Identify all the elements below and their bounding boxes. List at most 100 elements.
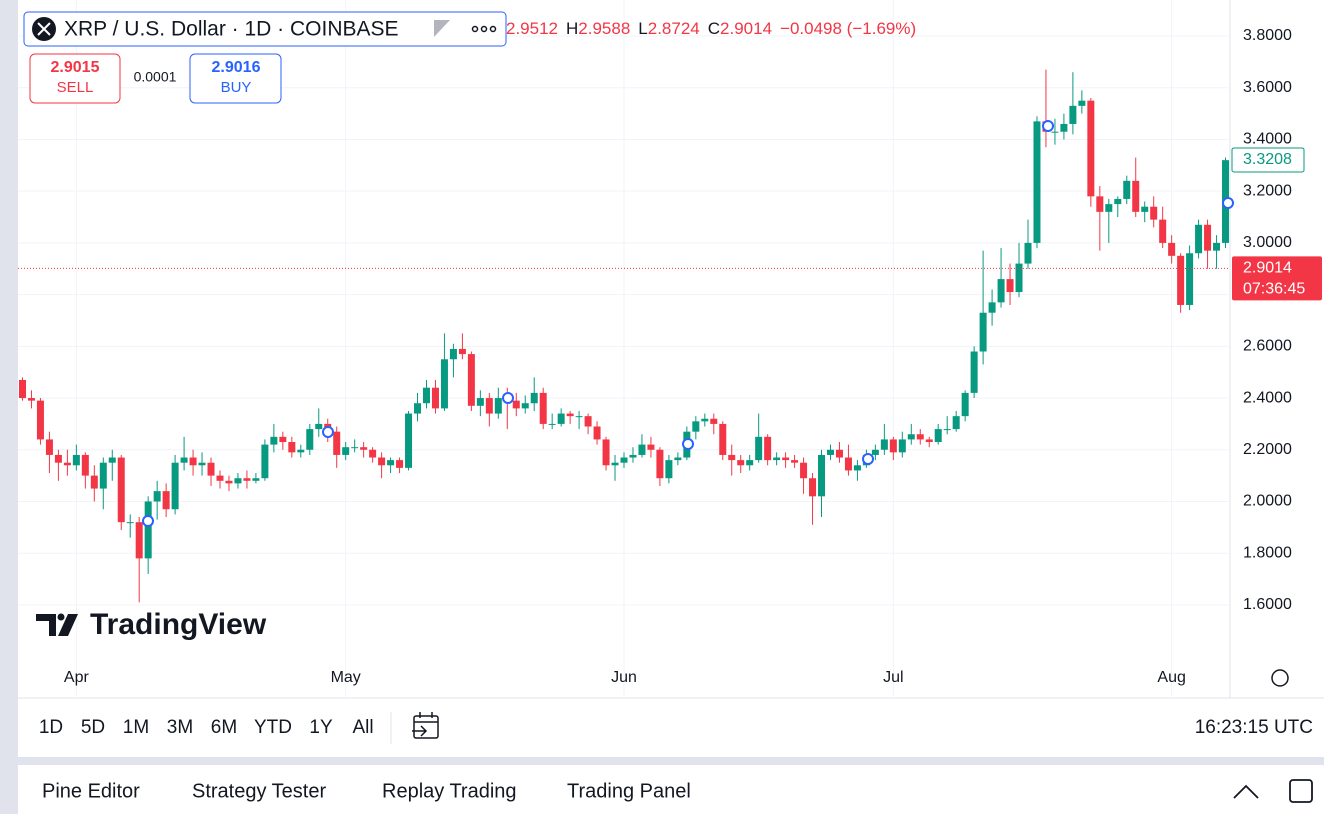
y-tick-label: 2.4000 <box>1243 389 1292 406</box>
candle-body <box>907 434 915 440</box>
clock[interactable]: 16:23:15 UTC <box>1195 717 1313 738</box>
more-icon[interactable] <box>471 25 497 33</box>
candle-body <box>153 491 161 502</box>
tab[interactable]: Replay Trading <box>382 780 517 802</box>
candle-body <box>360 447 368 450</box>
settings-icon[interactable] <box>1271 669 1289 687</box>
y-tick-label: 2.6000 <box>1243 338 1292 355</box>
candle-body <box>297 449 305 453</box>
range-button[interactable]: 6M <box>211 717 237 738</box>
sell-label: SELL <box>57 79 94 96</box>
candle-body <box>216 475 224 481</box>
maximize-icon[interactable] <box>1289 779 1313 803</box>
candle-body <box>1060 123 1068 132</box>
candle-body <box>18 379 26 399</box>
candle-body <box>1033 121 1041 243</box>
range-button[interactable]: 1D <box>39 717 63 738</box>
candle-body <box>225 480 233 484</box>
candle-body <box>396 460 404 468</box>
candle-body <box>1096 196 1104 212</box>
bottom-panel <box>18 765 1324 814</box>
symbol-box[interactable] <box>23 11 507 47</box>
candle-body <box>611 462 619 466</box>
candle-body <box>288 442 296 453</box>
range-button[interactable]: All <box>352 717 373 738</box>
buy-button[interactable] <box>189 53 282 104</box>
candle-body <box>108 457 116 463</box>
date-range-icon[interactable] <box>412 712 439 739</box>
flag-icon[interactable] <box>434 20 450 37</box>
candle-body <box>117 457 125 523</box>
candle-body <box>1213 242 1221 251</box>
close-tag-label: 3.3208 <box>1243 151 1292 168</box>
chart-panel <box>18 0 1324 757</box>
candle-body <box>1204 224 1212 251</box>
countdown: 07:36:45 <box>1243 281 1305 298</box>
y-tick-label: 3.6000 <box>1243 79 1292 96</box>
candle-body <box>1006 279 1014 293</box>
candle-body <box>566 413 574 417</box>
candle-body <box>1123 180 1131 199</box>
tab[interactable]: Trading Panel <box>567 780 691 802</box>
y-tick-label: 1.6000 <box>1243 596 1292 613</box>
candle-body <box>1132 180 1140 212</box>
event-markers[interactable] <box>142 120 1234 527</box>
y-tick-label: 2.0000 <box>1243 493 1292 510</box>
range-button[interactable]: 5D <box>81 717 105 738</box>
candle-body <box>422 387 430 404</box>
logo-dot <box>57 613 65 621</box>
range-button[interactable]: 3M <box>167 717 193 738</box>
candle-body <box>45 439 53 455</box>
candle-body <box>1168 242 1176 256</box>
candle-body <box>575 416 583 418</box>
tab[interactable]: Pine Editor <box>42 780 140 802</box>
candle-body <box>315 423 323 430</box>
candle-body <box>171 462 179 510</box>
candle-body <box>584 416 592 427</box>
candle-body <box>1186 253 1194 305</box>
candle-body <box>243 478 251 481</box>
candle-body <box>826 449 834 455</box>
candle-body <box>557 413 565 424</box>
candle-body <box>773 457 781 461</box>
candle-body <box>189 457 197 466</box>
candle-body <box>207 462 215 476</box>
candle-body <box>746 460 754 466</box>
candle-body <box>755 436 763 461</box>
candle-body <box>880 439 888 450</box>
candle-body <box>997 279 1005 303</box>
low-value: 2.8724 <box>648 19 700 38</box>
candle-body <box>126 522 134 524</box>
candle-body <box>925 439 933 443</box>
open-value: 2.9512 <box>506 19 558 38</box>
collapse-icon[interactable] <box>1233 784 1259 799</box>
candle-body <box>494 398 502 414</box>
candle-body <box>764 436 772 461</box>
range-button[interactable]: 1Y <box>309 717 333 738</box>
candle-body <box>135 522 143 559</box>
candle-body <box>1078 100 1086 106</box>
candle-body <box>1069 105 1077 124</box>
candle-body <box>521 403 529 409</box>
candle-body <box>665 460 673 479</box>
x-tick-label: Jun <box>611 669 637 686</box>
candle-body <box>333 431 341 455</box>
x-tick-label: Aug <box>1157 669 1185 686</box>
candle-body <box>449 348 457 360</box>
sell-button[interactable] <box>29 53 121 104</box>
range-button[interactable]: 1M <box>123 717 149 738</box>
candle-body <box>1051 131 1059 133</box>
candle-body <box>530 392 538 404</box>
range-button[interactable]: YTD <box>254 717 292 738</box>
candle-body <box>809 478 817 497</box>
candle-body <box>961 392 969 417</box>
candle-body <box>458 348 466 355</box>
candle-body <box>440 359 448 409</box>
candle-body <box>90 475 98 489</box>
tab[interactable]: Strategy Tester <box>192 780 326 802</box>
y-tick-label: 3.8000 <box>1243 27 1292 44</box>
y-tick-label: 1.8000 <box>1243 544 1292 561</box>
high-value: 2.9588 <box>578 19 630 38</box>
ohlc: 2.9512 H2.9588 L2.8724 C2.9014 −0.0498 (−1.6… <box>506 19 916 38</box>
candle-body <box>647 444 655 450</box>
